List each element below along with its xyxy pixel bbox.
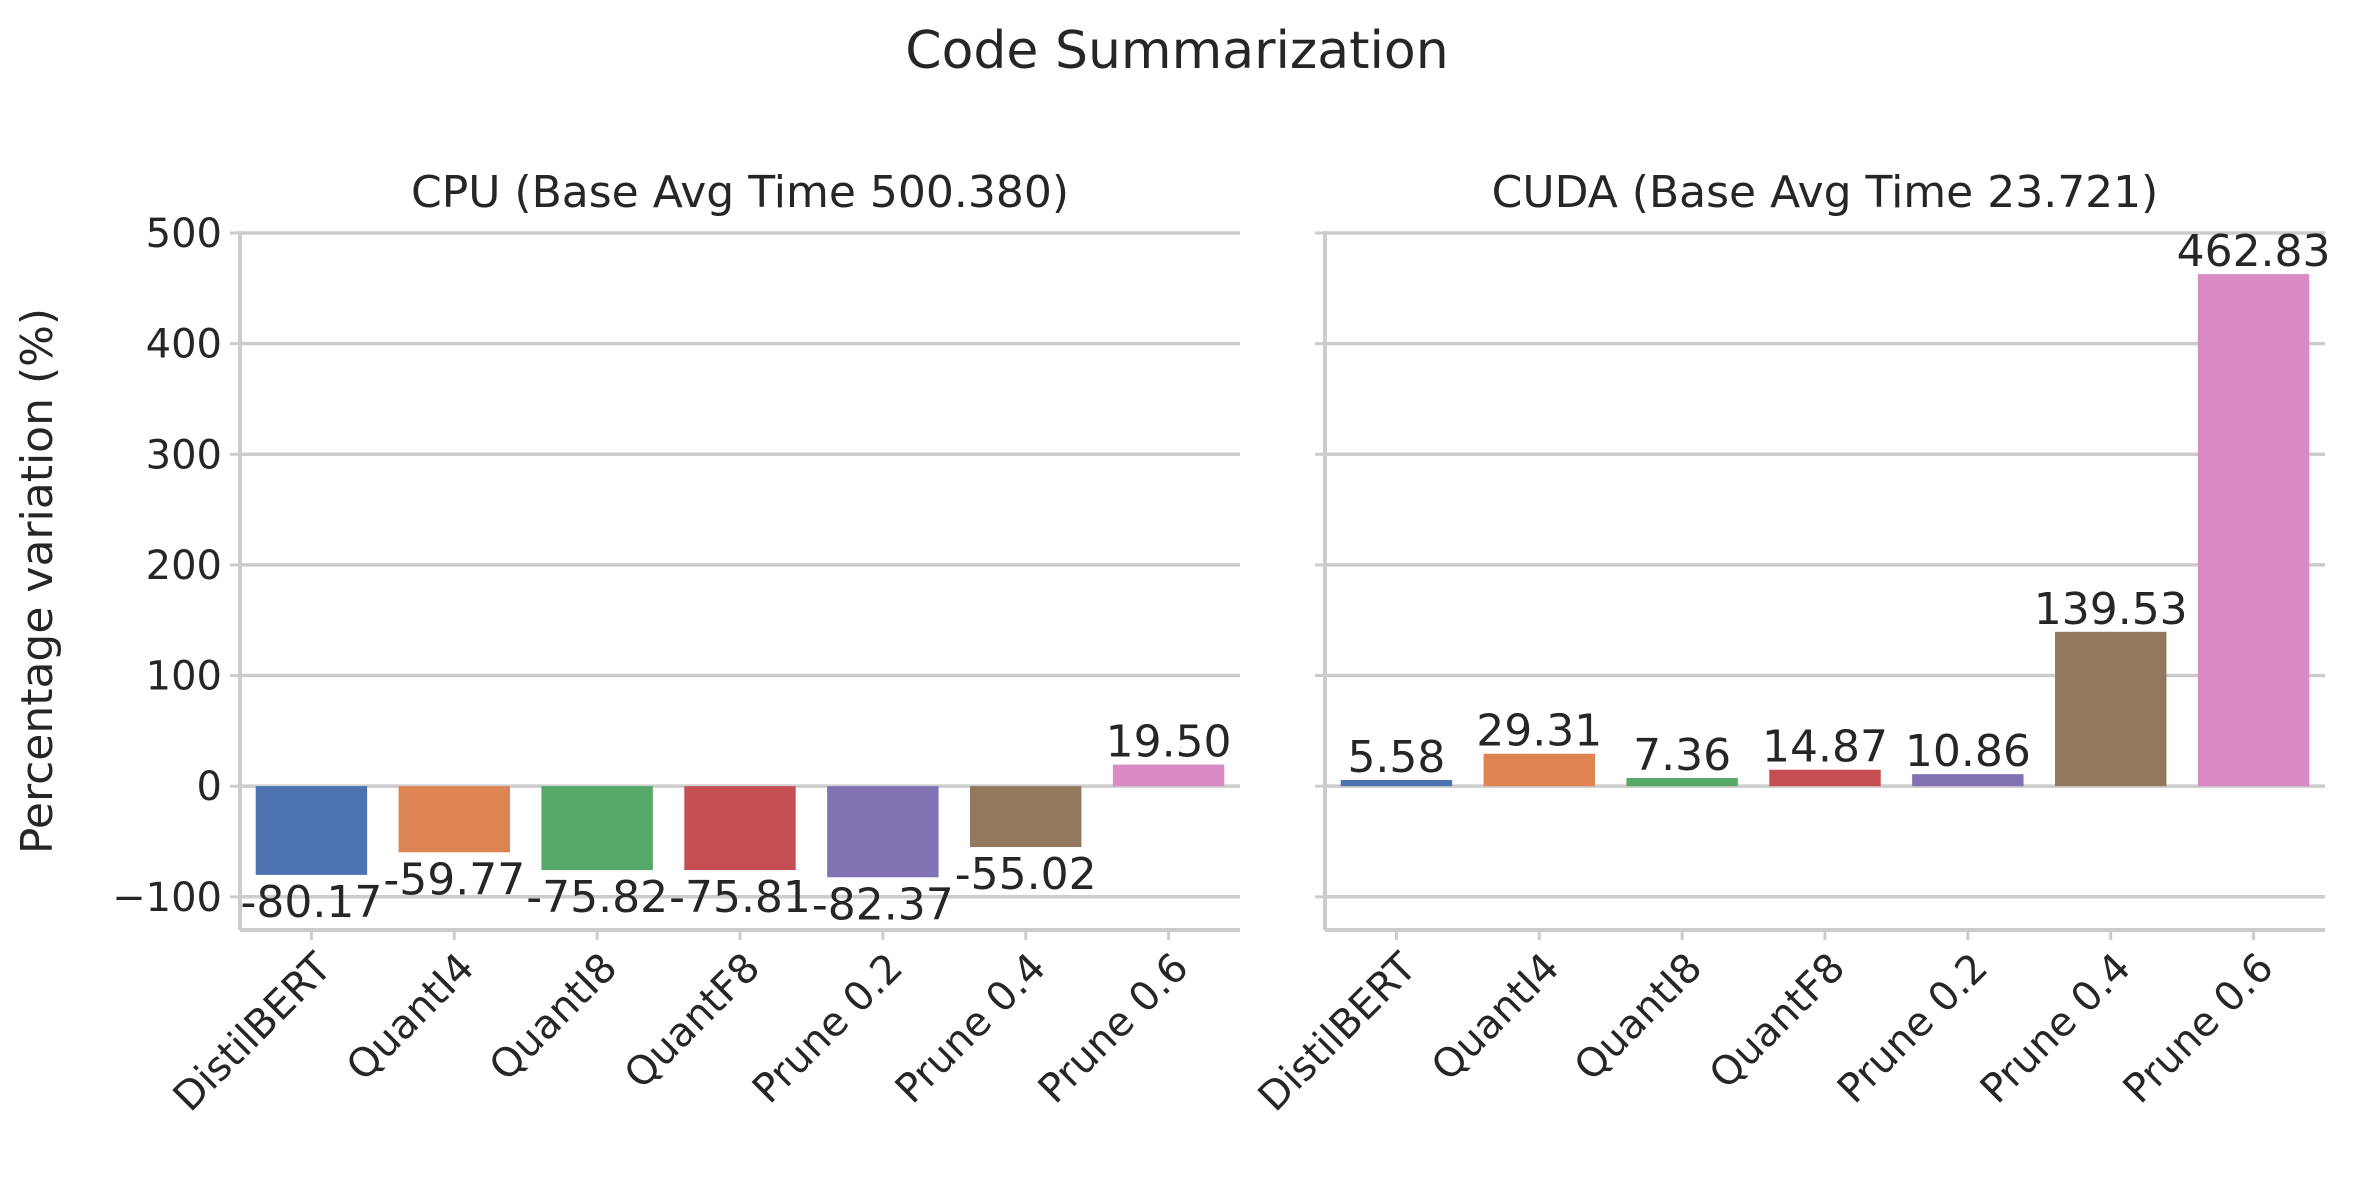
y-tick-label: 200 [146,543,222,589]
x-tick-label: QuantF8 [616,945,769,1098]
panel-title: CPU (Base Avg Time 500.380) [411,167,1069,218]
bar-prune-0-6 [1112,764,1225,787]
x-tick-label: Prune 0.4 [887,945,1055,1113]
data-label: -75.81 [669,872,811,923]
data-label: 5.58 [1347,732,1445,783]
bar-quanti4 [398,786,510,853]
x-tick-label: QuantI8 [481,945,626,1090]
data-label: -55.02 [955,849,1097,900]
data-label: 139.53 [2034,584,2188,635]
cpu-panel: −100 0 100 200 300 400 500 CPU (Base Avg Time 5… [112,167,1240,1120]
bar-quantf8 [1769,769,1881,787]
data-label: 19.50 [1106,717,1232,768]
data-label: -75.82 [526,872,668,923]
x-tick-label: Prune 0.6 [1030,945,1198,1113]
data-label: 10.86 [1905,726,2031,777]
bar-prune-0-6 [2197,274,2310,787]
data-label: 462.83 [2177,226,2331,277]
y-tick-label: 500 [146,211,222,257]
bar-quanti8 [541,786,653,871]
data-label: 14.87 [1762,722,1888,773]
x-tick-label: QuantI8 [1566,945,1711,1090]
bar-distilbert [255,786,368,875]
x-tick-label: Prune 0.6 [2115,945,2283,1113]
x-tick-label: DistilBERT [1250,944,1426,1120]
bar-quantf8 [684,786,796,871]
x-tick-label: QuantI4 [338,945,483,1090]
y-axis-label: Percentage variation (%) [12,308,63,854]
bar-prune-0-2 [1912,774,2024,787]
chart-title: Code Summarization [905,21,1448,81]
data-label: -80.17 [241,877,383,928]
data-label: -82.37 [812,879,954,930]
x-tick-label: DistilBERT [165,944,341,1120]
y-tick-label: 0 [197,764,222,810]
y-tick-label: 100 [146,654,222,700]
x-tick-label: Prune 0.4 [1972,945,2140,1113]
x-tick-label: QuantF8 [1701,945,1854,1098]
x-tick-label: Prune 0.2 [744,945,912,1113]
y-tick-label: 300 [146,432,222,478]
data-label: 29.31 [1476,706,1602,757]
bar-prune-0-4 [970,786,1082,848]
panel-title: CUDA (Base Avg Time 23.721) [1492,167,2159,218]
bar-prune-0-4 [2055,631,2167,787]
bar-quanti8 [1626,778,1738,787]
y-tick-label: 400 [146,322,222,368]
y-tick-label: −100 [112,875,222,921]
data-label: 7.36 [1633,730,1731,781]
bar-distilbert [1340,780,1453,787]
x-tick-label: Prune 0.2 [1829,945,1997,1113]
bar-prune-0-2 [827,786,939,878]
cuda-panel: CUDA (Base Avg Time 23.721) 5.58 DistilBER… [1250,167,2331,1120]
x-tick-label: QuantI4 [1423,945,1568,1090]
data-label: -59.77 [383,854,525,905]
bar-quanti4 [1483,753,1595,787]
